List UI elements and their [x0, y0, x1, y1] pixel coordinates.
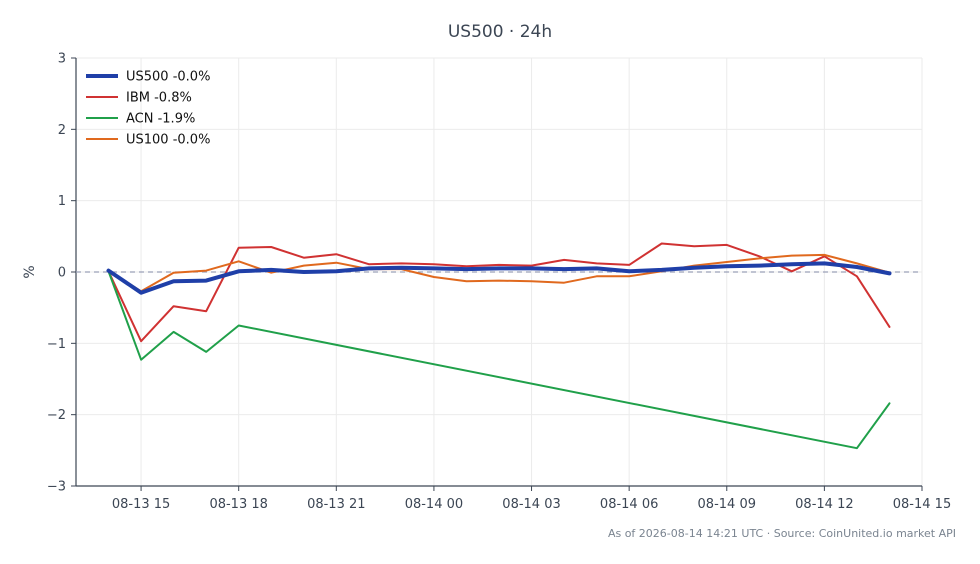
series-line-us500: [106, 261, 892, 295]
y-tick-label: 2: [58, 123, 66, 138]
x-tick-label: 08-14 09: [698, 497, 756, 512]
series-lines: [76, 242, 922, 450]
legend-label-acn: ACN -1.9%: [126, 112, 195, 127]
x-tick-label: 08-14 12: [795, 497, 853, 512]
y-tick-label: −1: [47, 337, 66, 352]
y-tick-label: −3: [47, 480, 66, 495]
y-tick-label: 0: [58, 266, 66, 281]
x-tick-label: 08-13 18: [209, 497, 267, 512]
x-tick-label: 08-13 21: [307, 497, 365, 512]
legend-label-ibm: IBM -0.8%: [126, 91, 192, 106]
legend-label-us100: US100 -0.0%: [126, 133, 210, 148]
y-tick-label: 1: [58, 194, 66, 209]
series-line-us100: [107, 253, 891, 293]
x-tick-label: 08-14 03: [502, 497, 560, 512]
chart-title: US500 · 24h: [448, 22, 552, 42]
x-tick-label: 08-14 00: [405, 497, 463, 512]
axes: [71, 57, 923, 491]
y-axis-label: %: [22, 265, 38, 278]
tick-labels: −3 −2 −1 0 1 2 3 08-13 15 08-13 18 08-13 21 08-14 …: [47, 52, 951, 513]
y-tick-label: 3: [58, 52, 66, 67]
legend-label-us500: US500 -0.0%: [126, 70, 210, 85]
series-line-ibm: [107, 242, 891, 343]
legend: US500 -0.0% IBM -0.8% ACN -1.9% US100 -0.0%: [86, 70, 210, 148]
y-tick-label: −2: [47, 408, 66, 423]
x-tick-label: 08-13 15: [112, 497, 170, 512]
footer-source-note: As of 2026-08-14 14:21 UTC · Source: Coi…: [608, 527, 956, 540]
x-tick-label: 08-14 15: [893, 497, 951, 512]
series-line-acn: [107, 270, 891, 450]
x-tick-label: 08-14 06: [600, 497, 658, 512]
